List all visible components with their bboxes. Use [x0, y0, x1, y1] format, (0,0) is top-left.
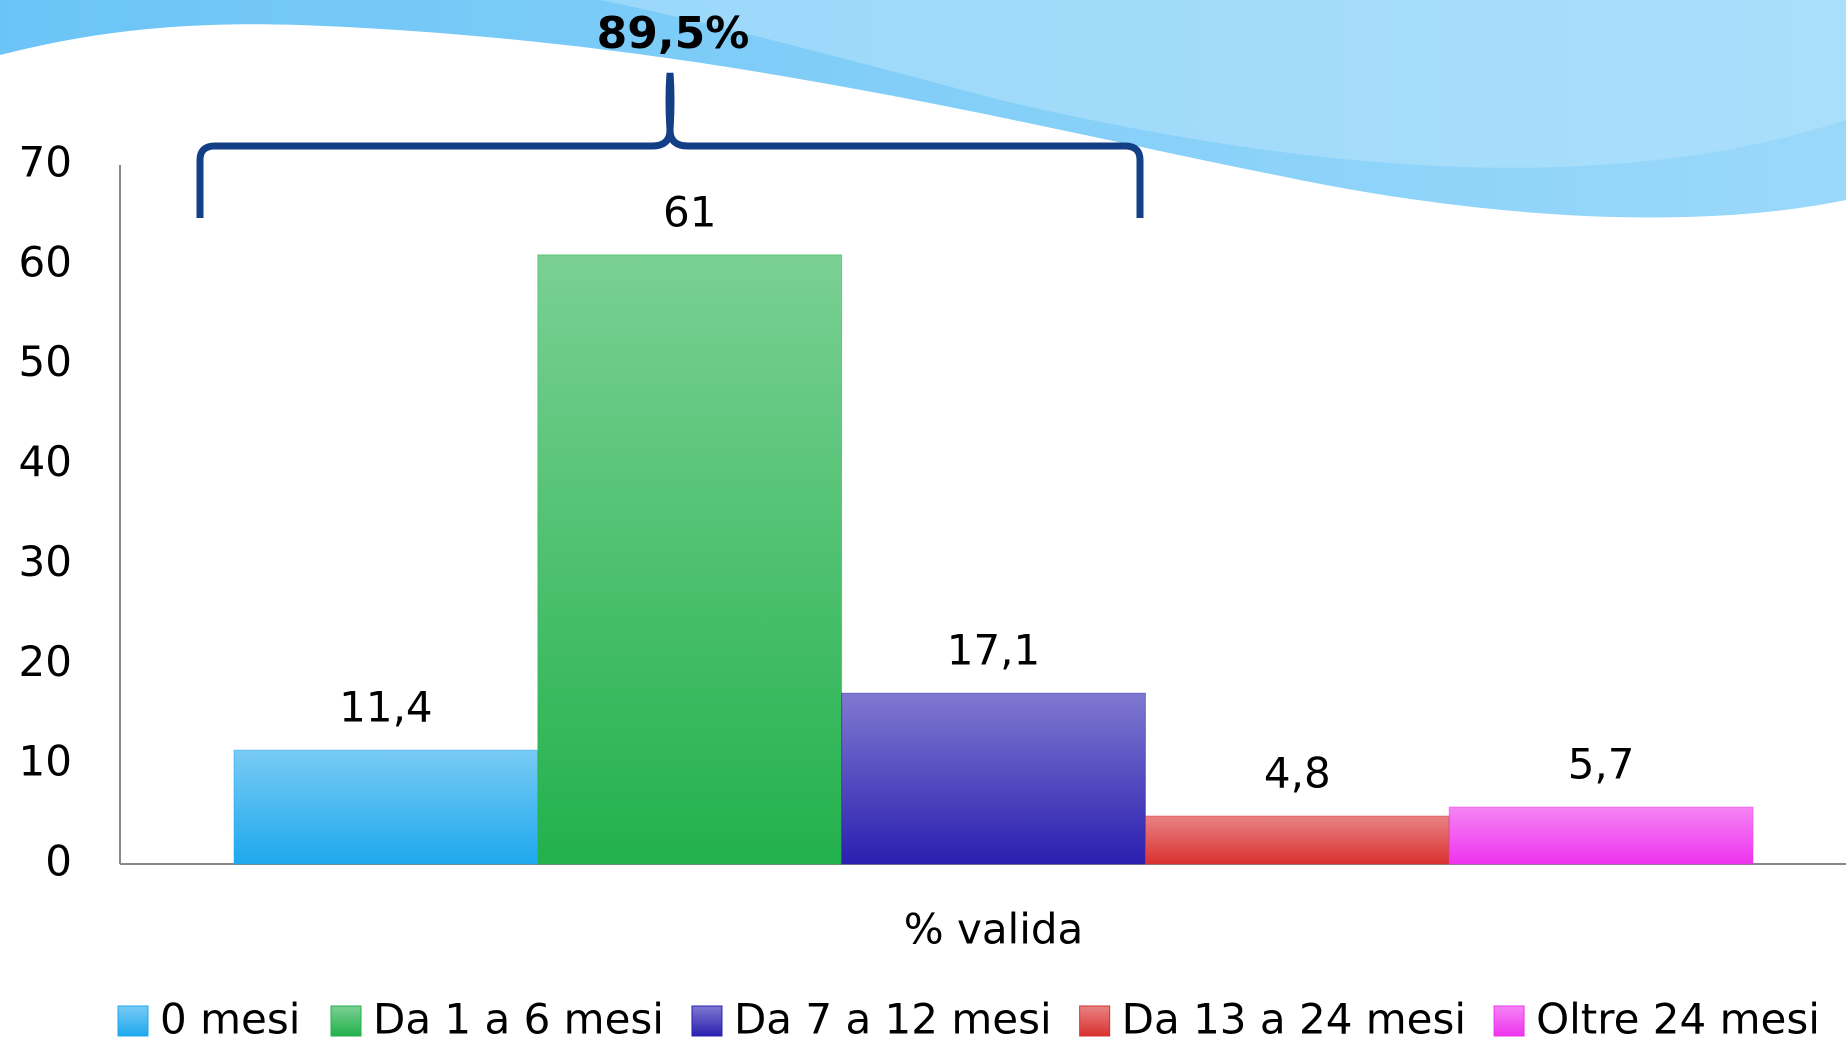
legend-label: 0 mesi — [160, 995, 300, 1044]
y-tick-label: 30 — [19, 537, 72, 586]
bar — [1144, 815, 1450, 865]
bar — [233, 749, 539, 865]
legend-label: Da 7 a 12 mesi — [734, 995, 1052, 1044]
value-label: 61 — [663, 187, 716, 236]
bar — [537, 254, 843, 865]
value-label: 11,4 — [339, 683, 433, 732]
y-tick-label: 60 — [19, 237, 72, 286]
legend-swatch — [1493, 1005, 1525, 1037]
y-tick-label: 20 — [19, 637, 72, 686]
value-label: 5,7 — [1568, 740, 1635, 789]
legend-swatch — [1079, 1005, 1111, 1037]
legend-swatch — [117, 1005, 149, 1037]
bar — [841, 692, 1146, 865]
legend-label: Da 13 a 24 mesi — [1122, 995, 1466, 1044]
background-wave-light — [600, 0, 1846, 168]
bar — [1448, 806, 1754, 865]
legend-label: Oltre 24 mesi — [1536, 995, 1820, 1044]
legend-swatch — [691, 1005, 723, 1037]
y-tick-label: 70 — [19, 138, 72, 187]
legend-label: Da 1 a 6 mesi — [373, 995, 664, 1044]
legend-swatch — [330, 1005, 362, 1037]
annotation: 89,5% — [597, 8, 750, 59]
brace — [196, 72, 1144, 218]
y-tick-label: 50 — [19, 337, 72, 386]
value-label: 17,1 — [947, 626, 1041, 675]
y-tick-label: 0 — [45, 837, 72, 886]
x-tick-label: % valida — [904, 905, 1084, 954]
y-tick-label: 10 — [19, 737, 72, 786]
value-label: 4,8 — [1264, 749, 1331, 798]
y-tick-label: 40 — [19, 437, 72, 486]
